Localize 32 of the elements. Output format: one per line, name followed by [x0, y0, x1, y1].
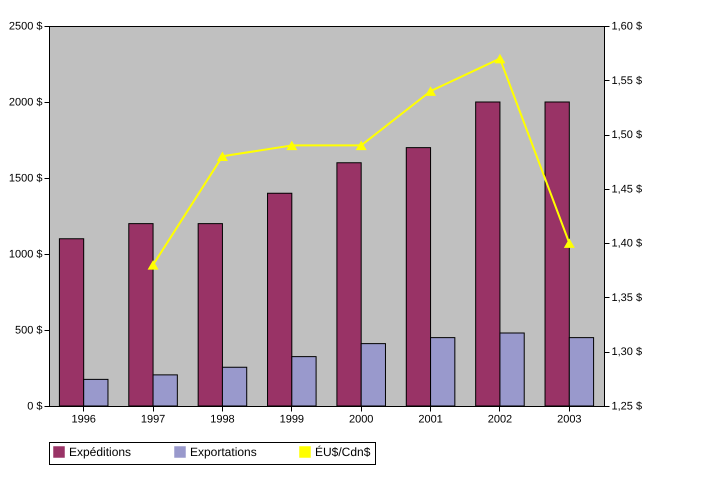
- x-tick-label: 2002: [488, 414, 512, 426]
- point: [356, 140, 367, 150]
- y-tick-label: 1000 $: [8, 248, 42, 260]
- y-tick-label: 1500 $: [8, 172, 42, 184]
- x-tick-label: 1997: [140, 414, 166, 426]
- x-tick-label: 1999: [280, 414, 304, 426]
- point: [148, 260, 159, 270]
- y-tick-label: 500 $: [14, 324, 42, 336]
- y-tick-label: 2500 $: [8, 20, 42, 32]
- y-tick-label: 2000 $: [8, 96, 42, 108]
- x-tick-label: 2001: [418, 414, 443, 426]
- x-tick-label: 2000: [348, 414, 374, 426]
- y2-tick-label: 1,60 $: [612, 20, 642, 32]
- y-tick-label: 0 $: [27, 400, 42, 412]
- point: [425, 86, 436, 96]
- y2-tick-label: 1,30 $: [612, 346, 642, 358]
- point: [216, 152, 228, 162]
- y2-tick-label: 1,55 $: [612, 74, 642, 87]
- legend-label: Exportations: [190, 445, 257, 459]
- y2-tick-label: 1,45 $: [612, 183, 642, 196]
- point: [286, 140, 298, 150]
- y2-tick-label: 1,35 $: [612, 292, 642, 304]
- point: [494, 54, 506, 64]
- y2-tick-label: 1,40 $: [612, 238, 642, 250]
- x-tick-label: 2003: [557, 414, 582, 426]
- x-tick-label: 1996: [71, 414, 96, 426]
- x-tick-label: 1998: [210, 414, 235, 426]
- legend-label: Expéditions: [69, 445, 132, 459]
- point: [564, 238, 575, 248]
- y2-tick-label: 1,50 $: [612, 129, 642, 142]
- legend-label: ÉU$/Cdn$: [315, 445, 371, 459]
- y2-tick-label: 1,25 $: [612, 400, 642, 412]
